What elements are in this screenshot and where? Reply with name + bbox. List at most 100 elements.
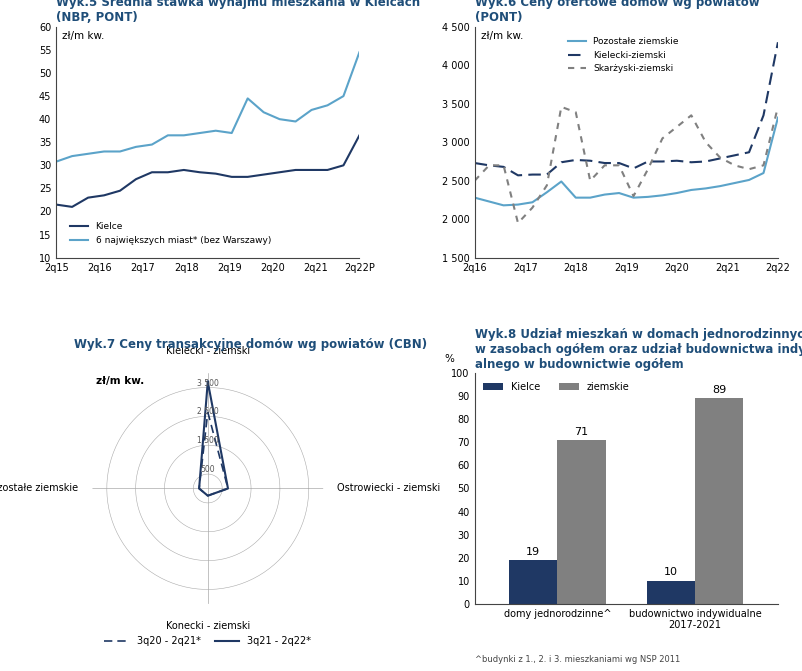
- Kielecki-ziemski: [744, 148, 754, 156]
- 6 największych miast* (bez Warszawy): [51, 158, 61, 166]
- Kielecki-ziemski: [499, 163, 508, 171]
- Kielce: [147, 168, 156, 176]
- Text: Wyk.8 Udział mieszkań w domach jednorodzinnych
w zasobach ogółem oraz udział bud: Wyk.8 Udział mieszkań w domach jednorodz…: [475, 327, 802, 370]
- Line: Pozostałe ziemskie: Pozostałe ziemskie: [475, 117, 778, 205]
- Kielce: [227, 173, 237, 181]
- Text: ^budynki z 1., 2. i 3. mieszkaniami wg NSP 2011: ^budynki z 1., 2. i 3. mieszkaniami wg N…: [475, 655, 680, 664]
- Skarżyski-ziemski: [773, 103, 783, 111]
- Text: Wyk.5 Średnia stawka wynajmu mieszkania w Kielcach
(NBP, PONT): Wyk.5 Średnia stawka wynajmu mieszkania …: [56, 0, 420, 24]
- Text: 500: 500: [200, 465, 215, 474]
- Pozostałe ziemskie: [600, 191, 610, 199]
- Kielce: [99, 191, 109, 199]
- Pozostałe ziemskie: [715, 182, 725, 190]
- Pozostałe ziemskie: [672, 189, 682, 197]
- Kielecki-ziemski: [658, 158, 667, 166]
- Pozostałe ziemskie: [759, 169, 768, 177]
- Kielce: [51, 201, 61, 209]
- Legend: Kielce, 6 największych miast* (bez Warszawy): Kielce, 6 największych miast* (bez Warsz…: [67, 219, 274, 248]
- Skarżyski-ziemski: [557, 103, 566, 111]
- Kielecki-ziemski: [759, 111, 768, 119]
- Skarżyski-ziemski: [730, 161, 739, 169]
- 6 największych miast* (bez Warszawy): [354, 48, 364, 56]
- Line: 6 największych miast* (bez Warszawy): 6 największych miast* (bez Warszawy): [56, 52, 359, 162]
- Skarżyski-ziemski: [542, 181, 552, 189]
- Pozostałe ziemskie: [701, 185, 711, 193]
- 6 największych miast* (bez Warszawy): [147, 140, 156, 148]
- Pozostałe ziemskie: [470, 194, 480, 202]
- Line: Skarżyski-ziemski: Skarżyski-ziemski: [475, 107, 778, 223]
- Kielecki-ziemski: [528, 170, 537, 178]
- Pozostałe ziemskie: [484, 197, 494, 205]
- Text: 3 500: 3 500: [196, 378, 219, 388]
- 6 największych miast* (bez Warszawy): [115, 148, 125, 156]
- 6 największych miast* (bez Warszawy): [275, 115, 285, 123]
- Pozostałe ziemskie: [643, 193, 653, 201]
- 6 największych miast* (bez Warszawy): [243, 95, 253, 103]
- Kielecki-ziemski: [600, 159, 610, 167]
- Skarżyski-ziemski: [715, 154, 725, 162]
- Pozostałe ziemskie: [629, 194, 638, 202]
- Text: 2 500: 2 500: [197, 407, 219, 416]
- Pozostałe ziemskie: [513, 201, 523, 209]
- Legend: 3q20 - 2q21*, 3q21 - 2q22*: 3q20 - 2q21*, 3q21 - 2q22*: [100, 632, 315, 650]
- Text: 19: 19: [526, 547, 541, 556]
- Skarżyski-ziemski: [629, 192, 638, 200]
- Kielce: [338, 161, 348, 169]
- Skarżyski-ziemski: [528, 203, 537, 211]
- Kielecki-ziemski: [687, 158, 696, 166]
- Pozostałe ziemskie: [585, 194, 595, 202]
- Kielecki-ziemski: [715, 154, 725, 162]
- Line: Kielce: Kielce: [56, 136, 359, 207]
- Text: 1 500: 1 500: [197, 436, 219, 446]
- Kielce: [354, 132, 364, 140]
- Kielecki-ziemski: [672, 157, 682, 165]
- Skarżyski-ziemski: [614, 161, 624, 169]
- Kielce: [243, 173, 253, 181]
- Kielecki-ziemski: [643, 158, 653, 166]
- Kielecki-ziemski: [557, 158, 566, 166]
- Pozostałe ziemskie: [773, 113, 783, 121]
- Pozostałe ziemskie: [614, 189, 624, 197]
- Kielecki-ziemski: [701, 158, 711, 166]
- Kielecki-ziemski: [773, 38, 783, 46]
- Text: Pozostałe ziemskie: Pozostałe ziemskie: [0, 484, 79, 493]
- 6 największych miast* (bez Warszawy): [179, 132, 188, 140]
- Skarżyski-ziemski: [600, 161, 610, 169]
- Skarżyski-ziemski: [585, 176, 595, 185]
- Text: Kielecki - ziemski: Kielecki - ziemski: [166, 346, 250, 356]
- 6 największych miast* (bez Warszawy): [291, 117, 301, 125]
- Kielecki-ziemski: [571, 156, 581, 164]
- 6 największych miast* (bez Warszawy): [306, 106, 316, 114]
- Skarżyski-ziemski: [499, 161, 508, 169]
- Kielecki-ziemski: [730, 151, 739, 159]
- Text: zł/m kw.: zł/m kw.: [96, 376, 144, 386]
- 6 największych miast* (bez Warszawy): [132, 143, 141, 151]
- Text: %: %: [444, 354, 454, 364]
- Skarżyski-ziemski: [759, 161, 768, 169]
- Kielce: [306, 166, 316, 174]
- 6 największych miast* (bez Warszawy): [163, 132, 172, 140]
- Kielce: [163, 168, 172, 176]
- Kielecki-ziemski: [484, 161, 494, 169]
- Text: Ostrowiecki - ziemski: Ostrowiecki - ziemski: [337, 484, 440, 493]
- 6 największych miast* (bez Warszawy): [227, 129, 237, 137]
- 6 największych miast* (bez Warszawy): [322, 101, 332, 109]
- Kielecki-ziemski: [585, 157, 595, 165]
- Pozostałe ziemskie: [528, 198, 537, 206]
- Skarżyski-ziemski: [571, 108, 581, 116]
- Pozostałe ziemskie: [744, 176, 754, 184]
- Kielce: [83, 194, 93, 202]
- Text: 71: 71: [574, 427, 589, 437]
- 6 największych miast* (bez Warszawy): [67, 152, 77, 160]
- Kielce: [275, 168, 285, 176]
- Text: zł/m kw.: zł/m kw.: [63, 32, 104, 42]
- Kielce: [195, 168, 205, 176]
- Text: Wyk.6 Ceny ofertowe domów wg powiatów
(PONT): Wyk.6 Ceny ofertowe domów wg powiatów (P…: [475, 0, 759, 24]
- Skarżyski-ziemski: [470, 176, 480, 185]
- Text: 10: 10: [664, 568, 678, 577]
- Text: zł/m kw.: zł/m kw.: [480, 32, 523, 42]
- Kielecki-ziemski: [614, 159, 624, 167]
- Kielecki-ziemski: [629, 164, 638, 172]
- Kielce: [211, 170, 221, 178]
- 6 największych miast* (bez Warszawy): [338, 92, 348, 100]
